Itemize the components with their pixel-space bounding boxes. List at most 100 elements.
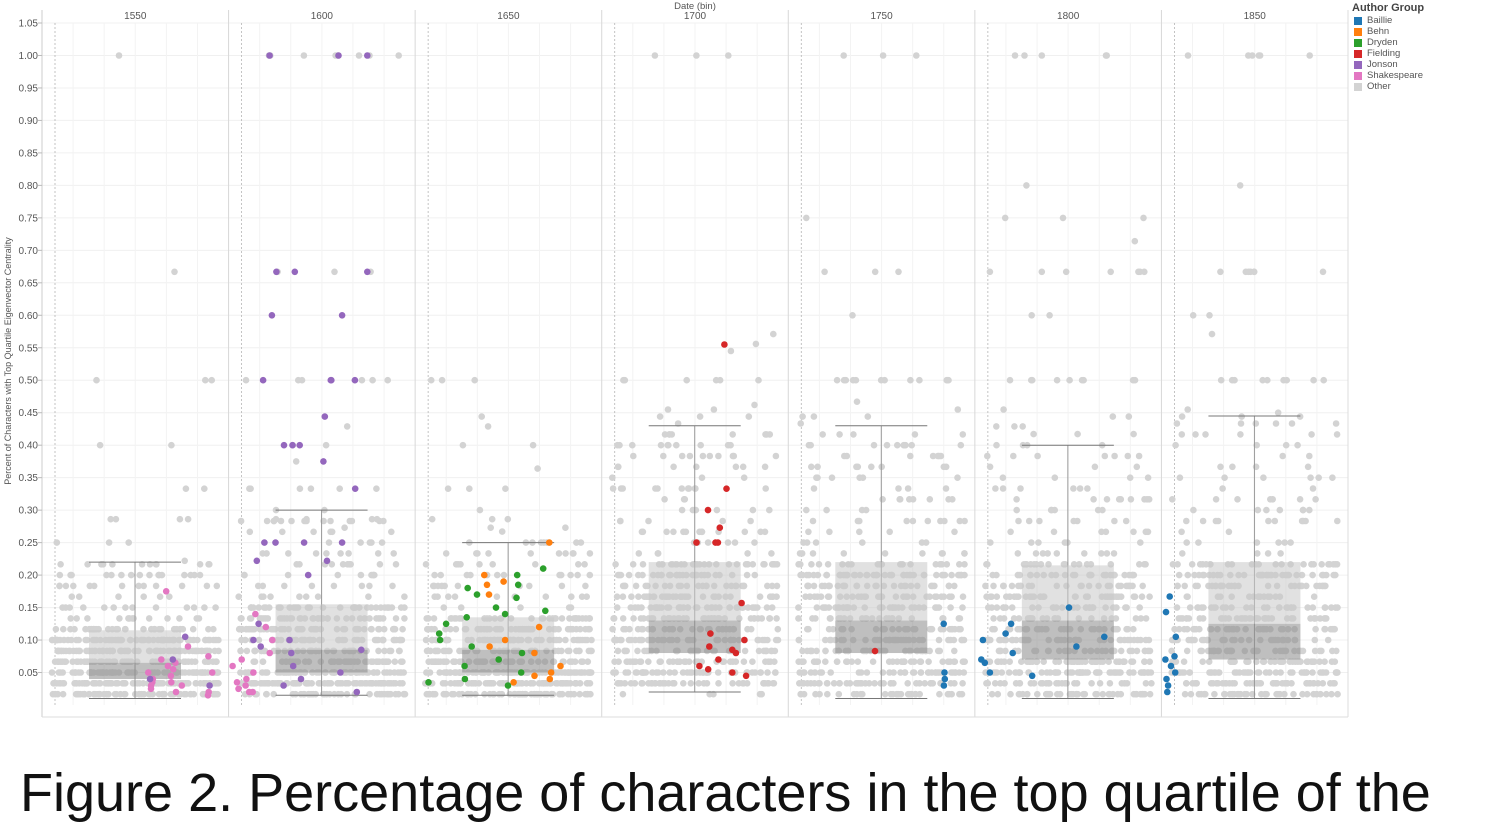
other-point (115, 593, 122, 600)
other-point (766, 593, 774, 600)
y-tick-label: 0.25 (19, 538, 39, 549)
other-point (105, 690, 112, 698)
other-point (1130, 528, 1137, 536)
other-point (639, 680, 646, 687)
other-point (934, 647, 942, 655)
other-point (763, 604, 771, 611)
other-point (823, 506, 830, 514)
other-point (648, 680, 656, 687)
other-point (196, 561, 204, 568)
other-point (1233, 669, 1240, 676)
other-point (799, 680, 806, 687)
other-point (254, 582, 262, 590)
other-point (819, 431, 826, 438)
other-outlier-point (1141, 268, 1148, 276)
other-point (475, 680, 483, 687)
other-point (237, 669, 244, 676)
other-outlier-point (1319, 268, 1327, 276)
other-point (189, 625, 197, 633)
highlight-point-behn (531, 649, 538, 657)
other-point (1000, 615, 1008, 622)
other-point (506, 690, 514, 698)
other-point (951, 528, 958, 536)
other-point (368, 658, 375, 665)
other-point (381, 669, 388, 676)
other-point (685, 658, 693, 665)
other-outlier-point (322, 441, 330, 449)
other-point (630, 452, 637, 460)
other-point (762, 485, 769, 492)
other-point (732, 658, 740, 665)
highlight-point-fielding (721, 341, 728, 348)
highlight-point-jonson (321, 413, 329, 420)
highlight-point-jonson (289, 662, 297, 670)
other-point (328, 528, 336, 536)
other-point (1133, 647, 1141, 655)
box-lower-half (275, 649, 368, 673)
other-point (961, 517, 968, 525)
other-point (731, 539, 739, 546)
other-point (854, 463, 862, 471)
highlight-point-jonson (288, 649, 295, 657)
other-point (1308, 431, 1315, 438)
highlight-point-dryden (435, 630, 443, 637)
other-outlier-point (664, 406, 672, 413)
other-point (1068, 690, 1075, 698)
other-point (1237, 431, 1244, 438)
other-point (441, 582, 449, 590)
other-point (1015, 517, 1022, 525)
other-point (751, 571, 759, 579)
other-point (1254, 550, 1261, 557)
other-point (1141, 647, 1149, 655)
other-point (458, 690, 466, 698)
other-point (830, 680, 838, 687)
other-point (1103, 550, 1111, 557)
other-point (296, 561, 303, 568)
other-point (1110, 550, 1118, 557)
other-point (212, 604, 219, 611)
other-point (303, 680, 310, 687)
other-point (638, 636, 646, 644)
bin-label: 1750 (870, 11, 893, 22)
other-point (1105, 658, 1112, 665)
other-point (109, 561, 116, 568)
other-outlier-point (1030, 430, 1037, 438)
other-outlier-point (438, 376, 446, 384)
other-point (397, 658, 405, 665)
highlight-point-jonson (353, 688, 361, 696)
other-point (960, 669, 968, 676)
other-point (614, 680, 622, 687)
other-point (1135, 452, 1143, 460)
other-point (945, 636, 952, 644)
other-point (204, 658, 211, 665)
other-point (998, 669, 1006, 676)
highlight-point-dryden (513, 571, 521, 579)
other-point (401, 615, 408, 622)
other-point (1088, 680, 1095, 687)
other-outlier-point (181, 557, 188, 565)
other-point (814, 571, 822, 579)
other-point (80, 604, 87, 611)
other-outlier-point (1062, 268, 1070, 276)
highlight-point-shakespeare (252, 610, 259, 618)
other-point (939, 550, 946, 557)
other-outlier-point (1046, 312, 1053, 319)
other-point (1098, 550, 1105, 557)
other-point (840, 550, 848, 557)
other-point (215, 647, 222, 655)
other-point (327, 680, 335, 687)
other-point (936, 561, 944, 568)
other-point (836, 680, 843, 687)
other-point (1322, 582, 1329, 590)
other-outlier-point (710, 406, 718, 413)
other-point (155, 680, 163, 687)
other-point (1219, 485, 1226, 492)
other-point (808, 647, 816, 655)
other-point (686, 669, 694, 676)
other-outlier-point (53, 539, 61, 546)
other-point (739, 463, 747, 471)
highlight-point-jonson (259, 376, 267, 384)
other-point (1142, 615, 1150, 622)
legend: Author Group Baillie Behn Dryden Fielding Jo… (1352, 2, 1488, 92)
other-point (121, 690, 129, 698)
